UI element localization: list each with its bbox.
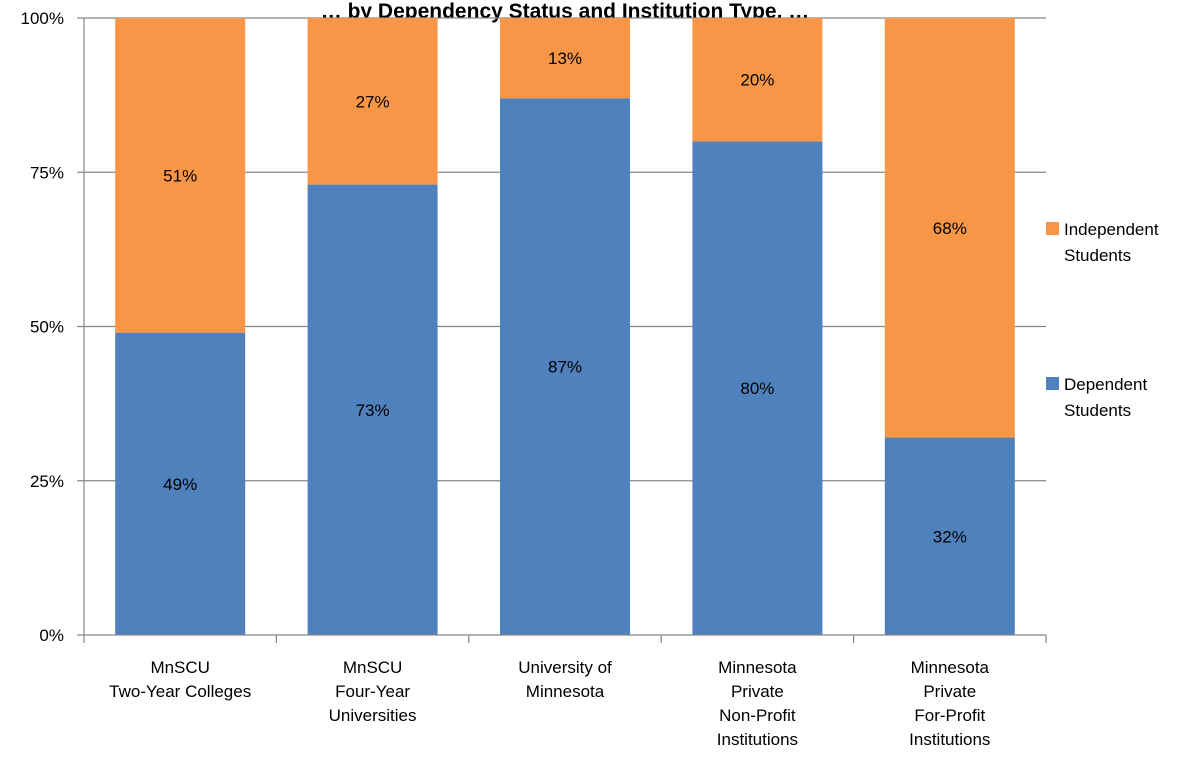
data-label: 68% xyxy=(933,219,967,238)
legend: Independent Students Dependent Students xyxy=(1046,220,1159,420)
bars: 49% 51% 73% 27% 87% 13% 80% 20% 32% 68% xyxy=(115,18,1015,635)
x-category-label: University of Minnesota xyxy=(518,658,612,701)
bar-segment-independent xyxy=(115,18,246,333)
chart-title: … by Dependency Status and Institution T… xyxy=(321,0,810,23)
y-axis-ticks: 0% 25% 50% 75% 100% xyxy=(21,9,84,645)
data-label: 20% xyxy=(740,71,774,90)
bar-segment-independent xyxy=(884,18,1015,438)
data-label: 51% xyxy=(163,166,197,185)
data-label: 80% xyxy=(740,379,774,398)
bar-segment-dependent xyxy=(500,98,630,635)
bar-segment-independent xyxy=(500,18,630,99)
y-tick-label: 25% xyxy=(30,472,64,491)
y-tick-label: 50% xyxy=(30,318,64,337)
y-tick-label: 100% xyxy=(21,9,64,28)
legend-swatch xyxy=(1046,377,1059,390)
x-axis-categories: MnSCU Two-Year Colleges MnSCU Four-Year Univ… xyxy=(109,658,990,749)
data-label: 73% xyxy=(356,401,390,420)
legend-label: Independent Students xyxy=(1064,220,1159,265)
data-label: 87% xyxy=(548,358,582,377)
data-label: 32% xyxy=(933,527,967,546)
bar-segment-independent xyxy=(307,18,438,185)
bar-segment-dependent xyxy=(884,437,1015,635)
bar-segment-dependent xyxy=(115,332,246,635)
bar-segment-dependent xyxy=(307,184,438,635)
y-tick-label: 75% xyxy=(30,163,64,182)
legend-label: Dependent Students xyxy=(1064,375,1147,420)
x-category-label: MnSCU Two-Year Colleges xyxy=(109,658,251,701)
x-category-label: Minnesota Private Non-Profit Institutions xyxy=(717,658,798,749)
data-label: 13% xyxy=(548,49,582,68)
y-tick-label: 0% xyxy=(39,626,64,645)
data-label: 49% xyxy=(163,475,197,494)
data-label: 27% xyxy=(356,92,390,111)
x-category-label: Minnesota Private For-Profit Institutions xyxy=(909,658,990,749)
bar-segment-dependent xyxy=(692,141,823,635)
x-category-label: MnSCU Four-Year Universities xyxy=(329,658,417,725)
legend-swatch xyxy=(1046,222,1059,235)
bar-segment-independent xyxy=(692,18,823,142)
